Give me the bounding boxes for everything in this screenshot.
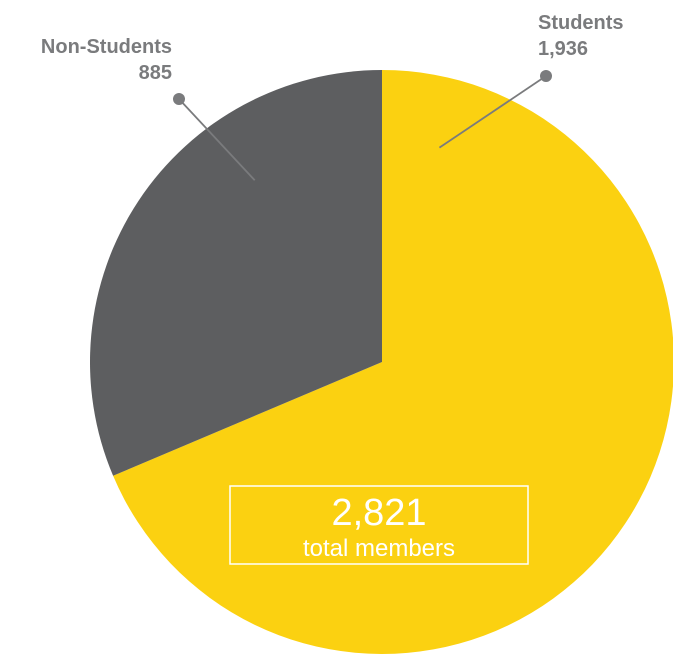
total-box bbox=[229, 485, 529, 565]
leader-line-1 bbox=[178, 98, 256, 181]
pie-slices bbox=[90, 70, 673, 654]
pie-slice-students bbox=[113, 70, 673, 654]
total-caption: total members bbox=[303, 535, 455, 562]
total-value: 2,821 bbox=[331, 492, 426, 534]
pie-slice-non-students bbox=[90, 70, 382, 476]
leader-dot-1 bbox=[173, 93, 185, 105]
leader-dot-0 bbox=[540, 70, 552, 82]
non-students-value-label: 885 bbox=[139, 62, 172, 84]
leader-lines bbox=[173, 70, 552, 181]
students-value-label: 1,936 bbox=[538, 38, 588, 60]
students-label: Students bbox=[538, 12, 624, 34]
non-students-label: Non-Students bbox=[41, 36, 172, 58]
leader-line-0 bbox=[438, 75, 547, 149]
